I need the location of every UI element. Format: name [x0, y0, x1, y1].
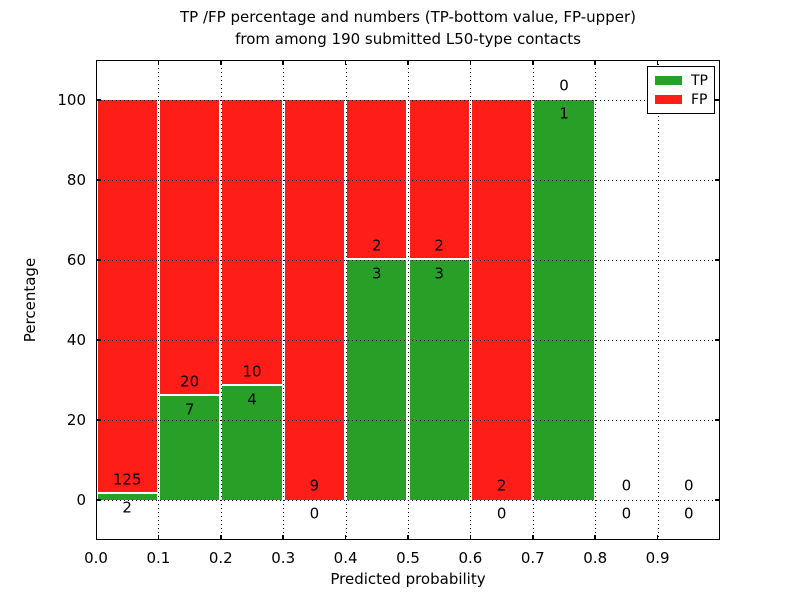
x-tick-label: 0.8 [583, 549, 608, 567]
x-tick-label: 0.5 [396, 549, 420, 567]
y-tick-label: 100 [57, 91, 86, 109]
y-tick-label: 60 [66, 251, 86, 269]
x-tick-label: 0.4 [333, 549, 358, 567]
legend-label-tp: TP [691, 72, 708, 89]
fp-bar-segment [471, 100, 532, 500]
tp-bar-segment [222, 385, 282, 500]
tp-bar-segment [159, 396, 220, 500]
legend: TP FP [647, 66, 715, 114]
legend-row-tp: TP [655, 74, 714, 88]
fp-bar-segment [97, 100, 157, 494]
legend-swatch-tp [655, 76, 682, 85]
chart-title: TP /FP percentage and numbers (TP-bottom… [180, 8, 636, 48]
x-tick-label: 0.0 [84, 549, 108, 567]
fp-bar-segment [409, 100, 469, 260]
fp-bar-segment [222, 100, 282, 386]
x-tick-label: 0.6 [458, 549, 483, 567]
fp-bar-segment [284, 100, 345, 500]
y-axis-label: Percentage [21, 257, 39, 343]
fp-bar-segment [347, 100, 407, 260]
tp-bar-segment [97, 493, 157, 500]
x-tick-label: 0.9 [645, 549, 670, 567]
y-tick-label: 0 [76, 491, 86, 509]
x-tick-label: 0.3 [271, 549, 296, 567]
y-tick-label: 80 [66, 171, 86, 189]
tp-bar-segment [534, 100, 594, 500]
tp-bar-segment [409, 260, 469, 500]
x-tick-label: 0.7 [520, 549, 545, 567]
y-tick-label: 40 [66, 331, 86, 349]
y-tick-label: 20 [66, 411, 86, 429]
x-axis-label: Predicted probability [330, 570, 486, 588]
legend-swatch-fp [655, 95, 682, 104]
x-tick-label: 0.2 [208, 549, 233, 567]
plot-bars-layer [96, 60, 720, 540]
fp-bar-segment [159, 100, 220, 397]
legend-row-fp: FP [655, 93, 714, 107]
tp-bar-segment [347, 260, 407, 500]
x-tick-label: 0.1 [146, 549, 171, 567]
legend-label-fp: FP [691, 91, 708, 108]
